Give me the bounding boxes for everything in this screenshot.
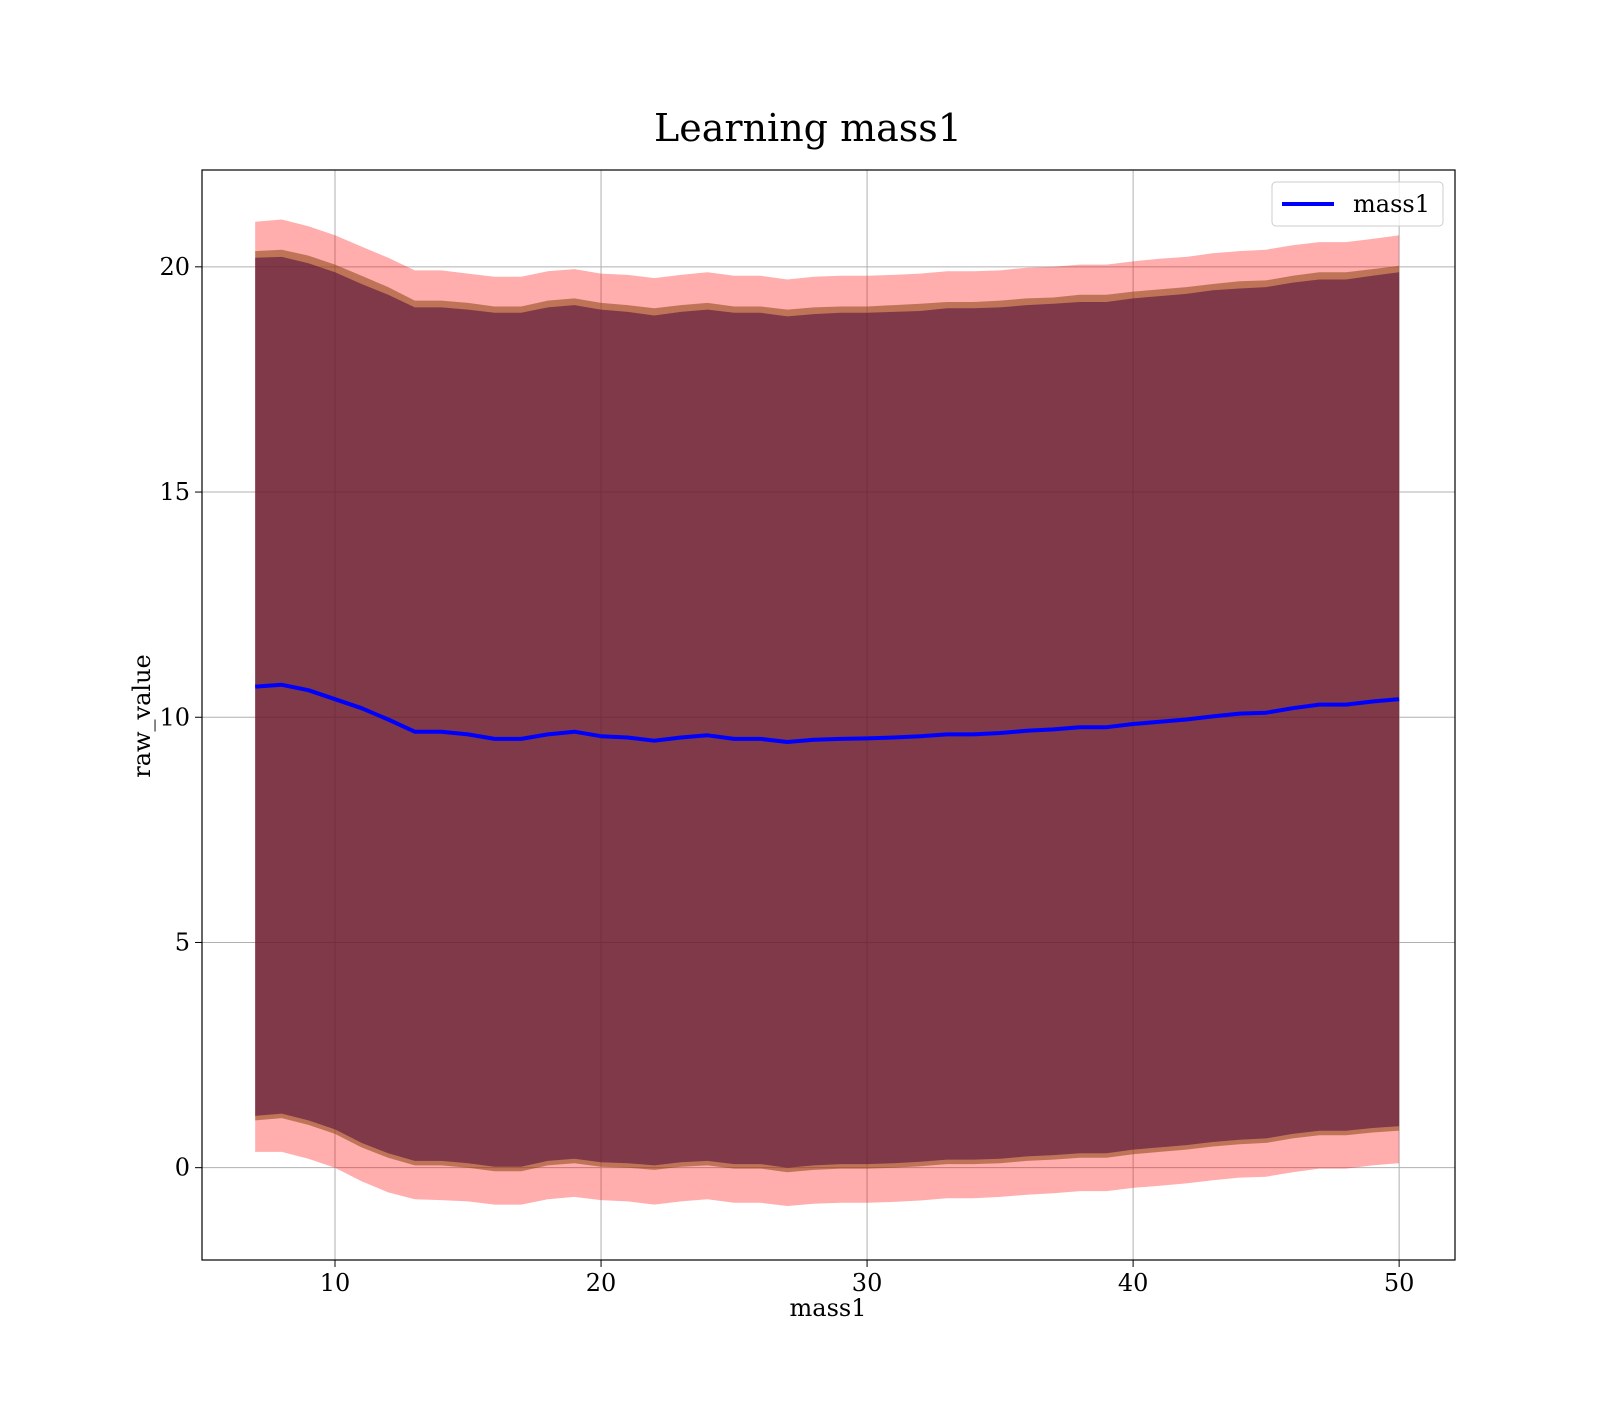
series-lines xyxy=(255,682,1400,744)
x-tick-label-20: 20 xyxy=(586,1269,617,1297)
series-line-mass1 xyxy=(255,682,1400,744)
chart-title: Learning mass1 xyxy=(654,106,962,150)
y-tick-label-10: 10 xyxy=(159,703,190,731)
plot-frame xyxy=(201,169,1456,1261)
legend: mass1 xyxy=(1271,181,1444,227)
x-axis-ticks: 10 20 30 40 50 xyxy=(320,1260,1415,1297)
legend-frame xyxy=(1271,181,1444,227)
y-tick-label-5: 5 xyxy=(175,928,190,956)
x-tick-label-30: 30 xyxy=(852,1269,883,1297)
x-tick-label-50: 50 xyxy=(1384,1269,1415,1297)
x-axis-label: mass1 xyxy=(790,1294,867,1322)
x-tick-label-10: 10 xyxy=(320,1269,351,1297)
y-tick-label-20: 20 xyxy=(159,253,190,281)
x-tick-label-40: 40 xyxy=(1118,1269,1149,1297)
band-core xyxy=(255,256,1400,1168)
y-axis-ticks: 0 5 10 15 20 xyxy=(159,253,202,1182)
confidence-bands xyxy=(255,219,1400,1206)
legend-label-mass1: mass1 xyxy=(1353,190,1430,218)
y-tick-label-0: 0 xyxy=(175,1154,190,1182)
y-tick-label-15: 15 xyxy=(159,478,190,506)
y-axis-label: raw_value xyxy=(128,654,156,778)
